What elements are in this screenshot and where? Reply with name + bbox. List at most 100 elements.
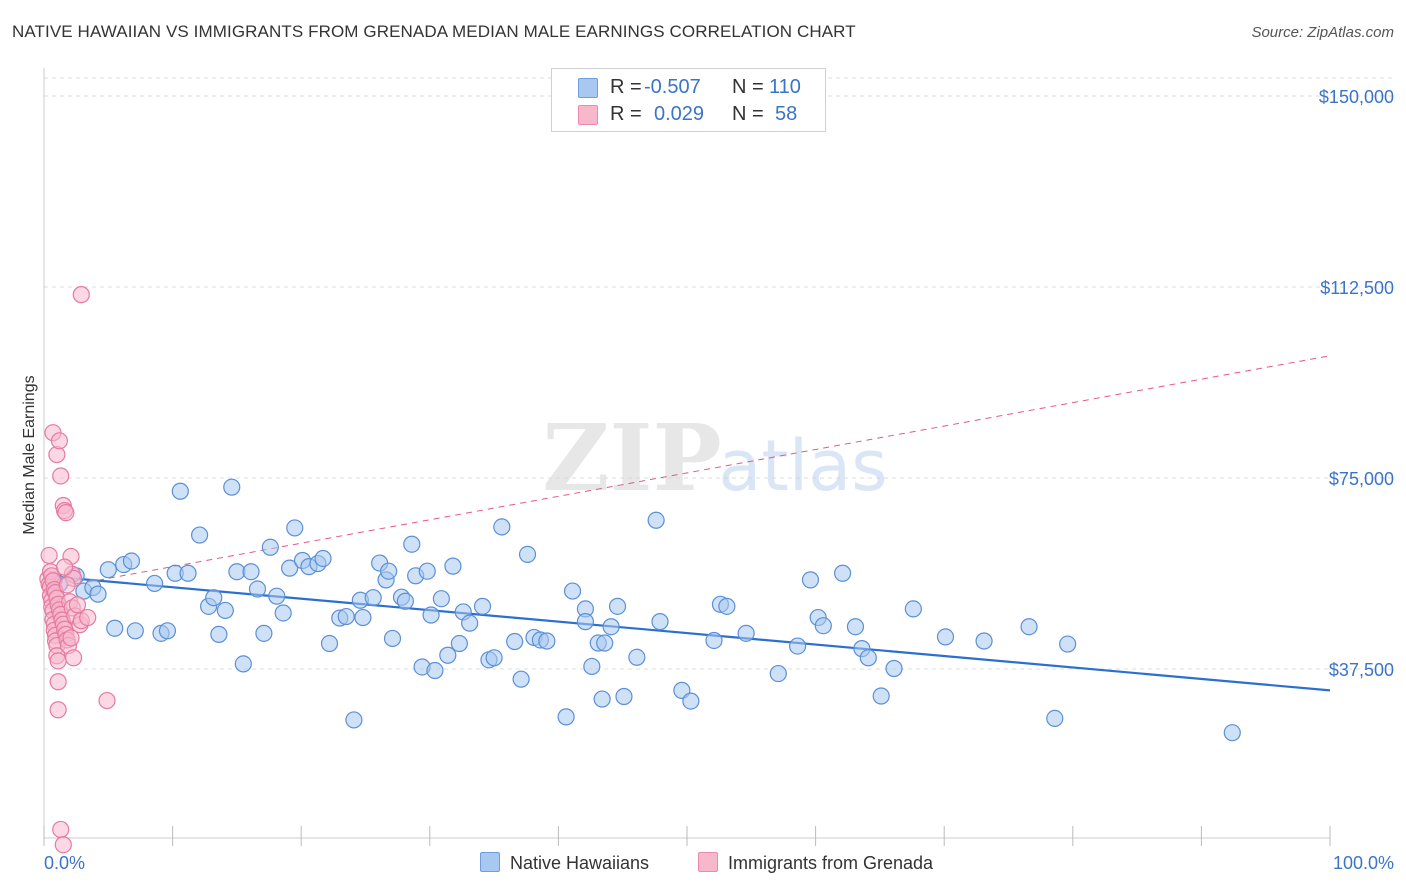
legend-swatch-blue: [480, 852, 500, 872]
native-hawaiian-point: [99, 561, 117, 579]
grenada-point: [49, 673, 67, 691]
grenada-point: [50, 432, 69, 450]
native-hawaiian-point: [576, 613, 595, 631]
native-hawaiian-point: [737, 624, 755, 642]
stats-legend: R = -0.507 N = 110 R = 0.029 N = 58: [551, 68, 826, 132]
native-hawaiian-point: [936, 628, 955, 646]
native-hawaiian-point: [205, 589, 223, 607]
x-tick-min: 0.0%: [44, 853, 86, 873]
native-hawaiian-point: [493, 518, 511, 536]
legend-r-label: R =: [610, 76, 642, 98]
grenada-point: [55, 558, 74, 576]
native-hawaiian-point: [89, 585, 107, 603]
gridlines: [44, 77, 1394, 670]
bottom-legend-native-hawaiians: Native Hawaiians: [480, 852, 649, 874]
grenada-point: [72, 286, 90, 304]
native-hawaiian-point: [444, 557, 462, 575]
native-hawaiian-point: [383, 629, 402, 648]
native-hawaiian-point: [859, 649, 877, 667]
native-hawaiian-point: [769, 664, 787, 683]
legend-n-value: 58: [775, 103, 798, 125]
grenada-point: [40, 546, 58, 565]
native-hawaiian-point: [439, 646, 457, 664]
grenada-point: [98, 691, 116, 710]
native-hawaiian-point: [538, 632, 556, 650]
native-hawaiian-point: [380, 562, 398, 580]
native-hawaiian-point: [1020, 618, 1038, 636]
native-hawaiian-point: [583, 657, 601, 676]
legend-swatch-pink: [578, 105, 598, 125]
native-hawaiian-point: [1059, 635, 1077, 653]
native-hawaiian-point: [608, 597, 627, 615]
native-hawaiian-point: [432, 590, 450, 608]
native-hawaiian-point: [418, 562, 436, 580]
native-hawaiian-point: [473, 597, 492, 615]
native-hawaiian-point: [396, 592, 414, 610]
native-hawaiian-point: [814, 617, 832, 635]
native-hawaiian-point: [593, 690, 611, 708]
native-hawaiian-point: [705, 631, 723, 650]
native-hawaiian-point: [145, 574, 164, 593]
native-hawaiian-point: [596, 634, 614, 652]
native-hawaiian-point: [885, 659, 903, 678]
native-hawaiian-point: [364, 589, 382, 607]
native-hawaiian-point: [426, 661, 444, 680]
series-immigrants-from-grenada: [39, 286, 116, 854]
native-hawaiian-point: [242, 563, 260, 581]
native-hawaiian-point: [834, 564, 852, 582]
native-hawaiian-point: [846, 618, 865, 636]
series-native-hawaiians: [45, 478, 1241, 742]
native-hawaiian-point: [904, 600, 922, 618]
grenada-point: [49, 701, 67, 719]
native-hawaiian-point: [171, 482, 189, 500]
native-hawaiian-point: [682, 692, 700, 710]
native-hawaiian-point: [286, 519, 304, 537]
legend-r-value: 0.029: [654, 103, 705, 125]
native-hawaiian-point: [255, 624, 273, 642]
trend-line-grenada: [43, 355, 1331, 591]
legend-n-label: N =: [732, 103, 764, 125]
grenada-point: [49, 652, 67, 670]
watermark: ZIP atlas: [542, 404, 887, 512]
native-hawaiian-point: [345, 711, 363, 729]
watermark-atlas: atlas: [718, 425, 887, 507]
native-hawaiian-point: [337, 607, 355, 626]
native-hawaiian-point: [615, 687, 633, 706]
grenada-point: [57, 504, 75, 522]
native-hawaiian-point: [179, 564, 197, 582]
legend-swatch-pink: [698, 852, 718, 872]
legend-swatch-blue: [578, 78, 598, 98]
native-hawaiian-point: [158, 622, 177, 640]
native-hawaiian-point: [801, 571, 820, 589]
chart-title: NATIVE HAWAIIAN VS IMMIGRANTS FROM GRENA…: [12, 22, 856, 41]
grenada-point: [79, 608, 97, 627]
grenada-point: [52, 467, 70, 485]
native-hawaiian-point: [1046, 709, 1064, 728]
native-hawaiian-point: [788, 637, 807, 655]
native-hawaiian-point: [216, 601, 234, 620]
native-hawaiian-point: [718, 597, 736, 615]
native-hawaiian-point: [354, 608, 372, 627]
native-hawaiian-point: [647, 511, 665, 529]
source-label: Source: ZipAtlas.com: [1251, 24, 1394, 41]
bottom-legend-grenada: Immigrants from Grenada: [698, 852, 933, 874]
native-hawaiian-point: [557, 708, 575, 726]
native-hawaiian-point: [320, 634, 339, 653]
legend-r-label: R =: [610, 103, 642, 125]
data-points: [39, 286, 1241, 854]
native-hawaiian-point: [422, 606, 440, 624]
native-hawaiian-point: [122, 552, 141, 570]
legend-n-value: 110: [769, 76, 801, 98]
native-hawaiian-point: [1223, 724, 1241, 742]
grenada-point: [64, 649, 83, 667]
native-hawaiian-point: [106, 619, 124, 637]
native-hawaiian-point: [403, 535, 421, 553]
grenada-point: [68, 596, 87, 614]
native-hawaiian-point: [602, 618, 620, 636]
native-hawaiian-point: [223, 478, 241, 496]
native-hawaiian-point: [450, 634, 468, 653]
legend-r-value: -0.507: [644, 76, 701, 98]
native-hawaiian-point: [274, 604, 292, 622]
native-hawaiian-point: [628, 648, 646, 666]
